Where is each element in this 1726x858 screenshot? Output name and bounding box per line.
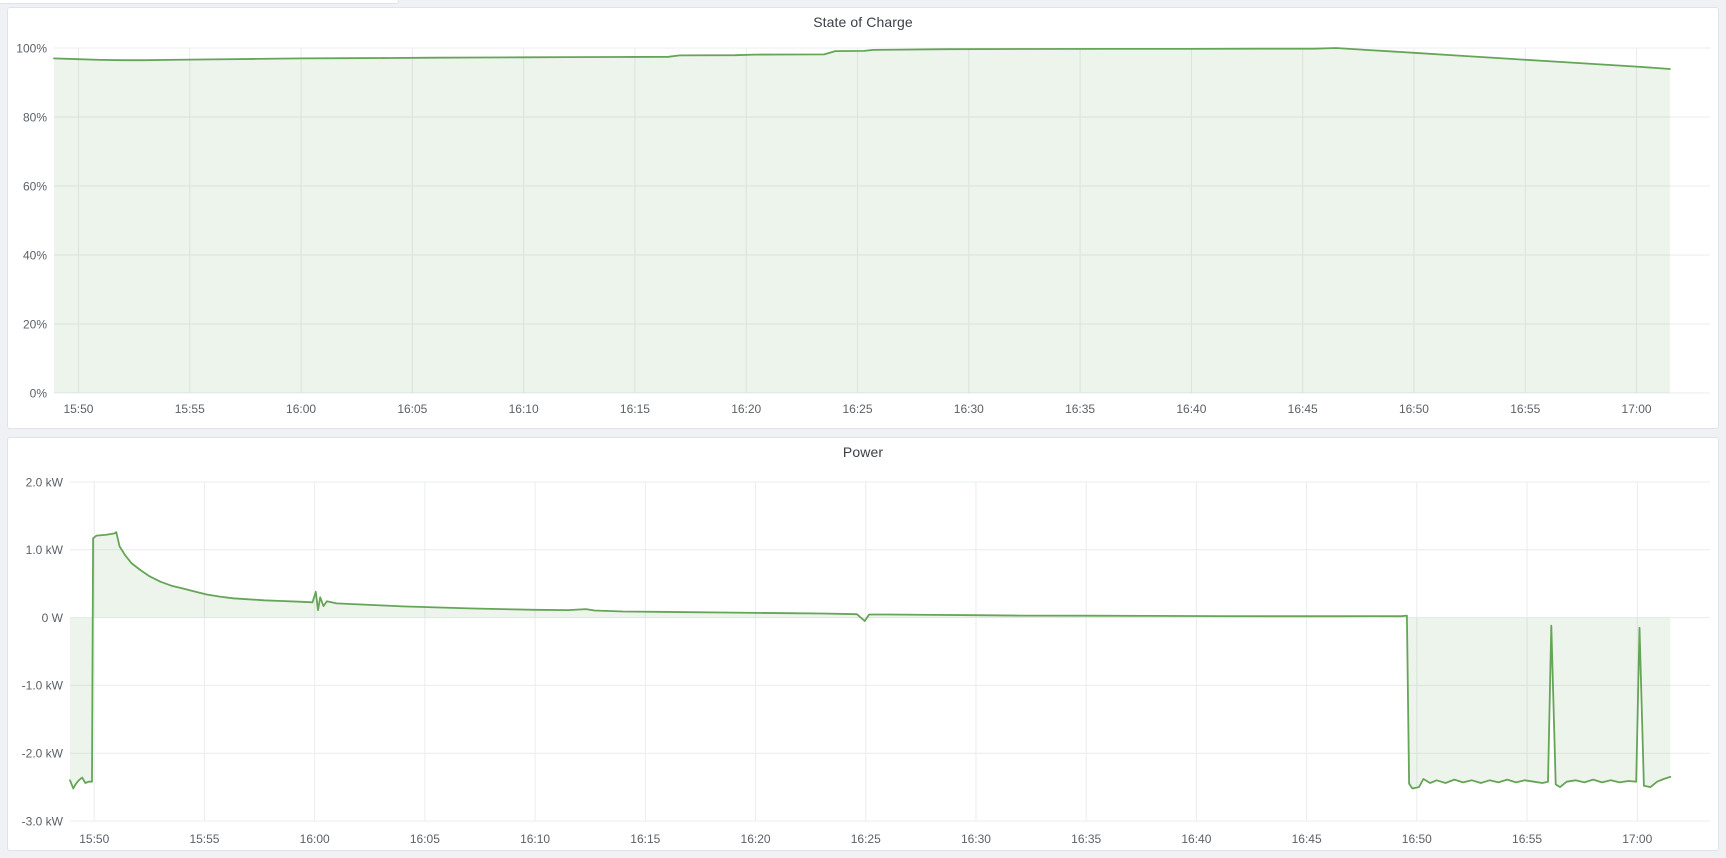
x-tick-label: 16:05: [410, 832, 440, 846]
x-tick-label: 16:25: [851, 832, 881, 846]
x-tick-label: 16:00: [286, 402, 316, 416]
x-tick-label: 16:25: [843, 402, 873, 416]
series-line: [69, 531, 1672, 790]
power-panel: Power 2.0 kW 1.0 kW 0 W -1.0 kW -2.0 kW -3.0 …: [7, 437, 1719, 851]
x-tick-label: 16:15: [630, 832, 660, 846]
x-tick-label: 16:00: [300, 832, 330, 846]
x-tick-label: 16:45: [1292, 832, 1322, 846]
series-fill: [54, 48, 1670, 393]
soc-chart-canvas[interactable]: 100% 80% 60% 40% 20% 0% 15:50 15:55 16:00 16:05 16…: [8, 8, 1718, 428]
x-tick-label: 17:00: [1622, 402, 1652, 416]
y-tick-label: 40%: [23, 248, 47, 262]
y-tick-label: -1.0 kW: [22, 679, 64, 693]
x-tick-label: 16:10: [520, 832, 550, 846]
y-tick-label: 100%: [16, 41, 47, 55]
x-tick-label: 16:40: [1181, 832, 1211, 846]
panel-above-fragment: [0, 0, 399, 4]
y-tick-label: 20%: [23, 317, 47, 331]
series-fill: [70, 532, 1671, 789]
x-tick-label: 16:35: [1071, 832, 1101, 846]
x-tick-label: 16:05: [397, 402, 427, 416]
x-tick-label: 16:55: [1512, 832, 1542, 846]
soc-panel: State of Charge 100% 80% 60% 40% 20% 0% 15:50 1…: [7, 7, 1719, 429]
x-tick-label: 16:10: [509, 402, 539, 416]
y-tick-label: -3.0 kW: [22, 814, 64, 828]
x-tick-label: 15:50: [63, 402, 93, 416]
x-tick-label: 16:30: [954, 402, 984, 416]
power-panel-title[interactable]: Power: [842, 444, 884, 460]
y-tick-label: 0%: [30, 386, 48, 400]
y-tick-label: 0 W: [42, 611, 64, 625]
x-tick-label: 16:45: [1288, 402, 1318, 416]
series-line: [53, 47, 1671, 70]
x-tick-label: 16:40: [1176, 402, 1206, 416]
x-tick-label: 16:15: [620, 402, 650, 416]
x-tick-label: 15:50: [79, 832, 109, 846]
x-tick-label: 16:35: [1065, 402, 1095, 416]
x-tick-label: 16:50: [1402, 832, 1432, 846]
y-tick-label: -2.0 kW: [22, 747, 64, 761]
x-tick-label: 16:20: [741, 832, 771, 846]
x-tick-label: 15:55: [189, 832, 219, 846]
soc-panel-title[interactable]: State of Charge: [813, 14, 913, 30]
x-tick-label: 15:55: [175, 402, 205, 416]
x-tick-label: 16:50: [1399, 402, 1429, 416]
x-tick-label: 16:20: [731, 402, 761, 416]
y-tick-label: 60%: [23, 179, 47, 193]
x-tick-label: 16:55: [1510, 402, 1540, 416]
x-tick-label: 17:00: [1622, 832, 1652, 846]
y-tick-label: 80%: [23, 110, 47, 124]
y-tick-label: 1.0 kW: [26, 543, 64, 557]
y-tick-label: 2.0 kW: [26, 475, 64, 489]
power-chart-canvas[interactable]: 2.0 kW 1.0 kW 0 W -1.0 kW -2.0 kW -3.0 kW 15:5…: [8, 438, 1718, 850]
x-tick-label: 16:30: [961, 832, 991, 846]
